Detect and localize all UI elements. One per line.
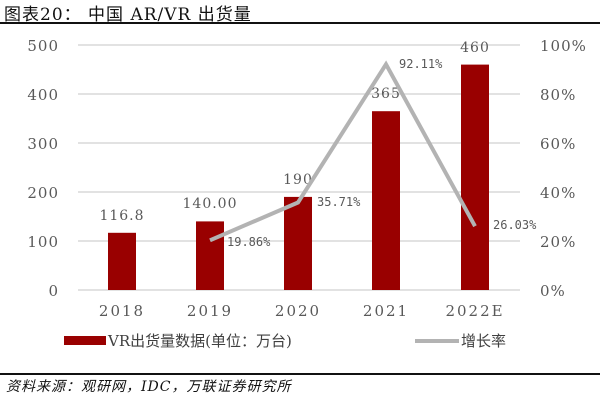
line-swatch-icon <box>415 338 459 343</box>
bar-2020 <box>284 196 312 290</box>
svg-text:2018: 2018 <box>99 302 145 320</box>
svg-text:2021: 2021 <box>363 302 409 320</box>
line-labels: 19.86% 35.71% 92.11% 26.03% <box>227 57 537 249</box>
svg-text:400: 400 <box>27 86 59 104</box>
svg-text:2022E: 2022E <box>445 302 504 320</box>
legend-item-bar: VR出货量数据(单位：万台) <box>64 330 292 351</box>
source-note: 资料来源：观研网，IDC，万联证券研究所 <box>6 379 292 395</box>
legend-line-label: 增长率 <box>461 332 507 350</box>
svg-text:500: 500 <box>27 37 59 55</box>
bottom-rule <box>0 373 600 375</box>
svg-text:365: 365 <box>371 86 401 102</box>
svg-text:100: 100 <box>27 233 59 251</box>
bar-swatch-icon <box>64 336 106 345</box>
svg-text:60%: 60% <box>540 135 576 153</box>
svg-text:2019: 2019 <box>187 302 233 320</box>
svg-text:190: 190 <box>283 172 313 188</box>
svg-text:116.8: 116.8 <box>99 208 144 224</box>
svg-text:0: 0 <box>48 282 59 300</box>
bars <box>108 64 489 290</box>
bar-2019 <box>196 221 224 290</box>
chart-plot: 0 100 200 300 400 500 0% 20% 40% 60% 80%… <box>27 37 587 320</box>
svg-text:300: 300 <box>27 135 59 153</box>
svg-text:2020: 2020 <box>275 302 321 320</box>
bar-2018 <box>108 232 136 290</box>
svg-text:35.71%: 35.71% <box>317 195 361 209</box>
chart-title: 图表20： 中国 AR/VR 出货量 <box>4 5 252 25</box>
right-axis-ticks: 0% 20% 40% 60% 80% 100% <box>540 37 587 300</box>
legend-item-line: 增长率 <box>415 330 506 351</box>
svg-text:460: 460 <box>460 40 490 56</box>
svg-text:40%: 40% <box>540 184 576 202</box>
svg-text:200: 200 <box>27 184 59 202</box>
svg-text:26.03%: 26.03% <box>493 218 537 232</box>
svg-text:0%: 0% <box>540 282 566 300</box>
legend-bar-label: VR出货量数据(单位：万台) <box>108 332 292 350</box>
svg-text:20%: 20% <box>540 233 576 251</box>
svg-text:80%: 80% <box>540 86 576 104</box>
svg-text:100%: 100% <box>540 37 587 55</box>
svg-text:140.00: 140.00 <box>183 196 238 212</box>
bar-labels: 116.8 140.00 190 365 460 <box>99 40 490 224</box>
bar-2021 <box>372 111 400 290</box>
top-rule <box>0 22 600 24</box>
svg-text:19.86%: 19.86% <box>227 235 271 249</box>
svg-text:92.11%: 92.11% <box>399 57 443 71</box>
growth-rate-line <box>209 60 477 243</box>
bar-2022e <box>461 64 489 290</box>
left-axis-ticks: 0 100 200 300 400 500 <box>27 37 59 300</box>
x-axis-ticks: 2018 2019 2020 2021 2022E <box>99 302 504 320</box>
